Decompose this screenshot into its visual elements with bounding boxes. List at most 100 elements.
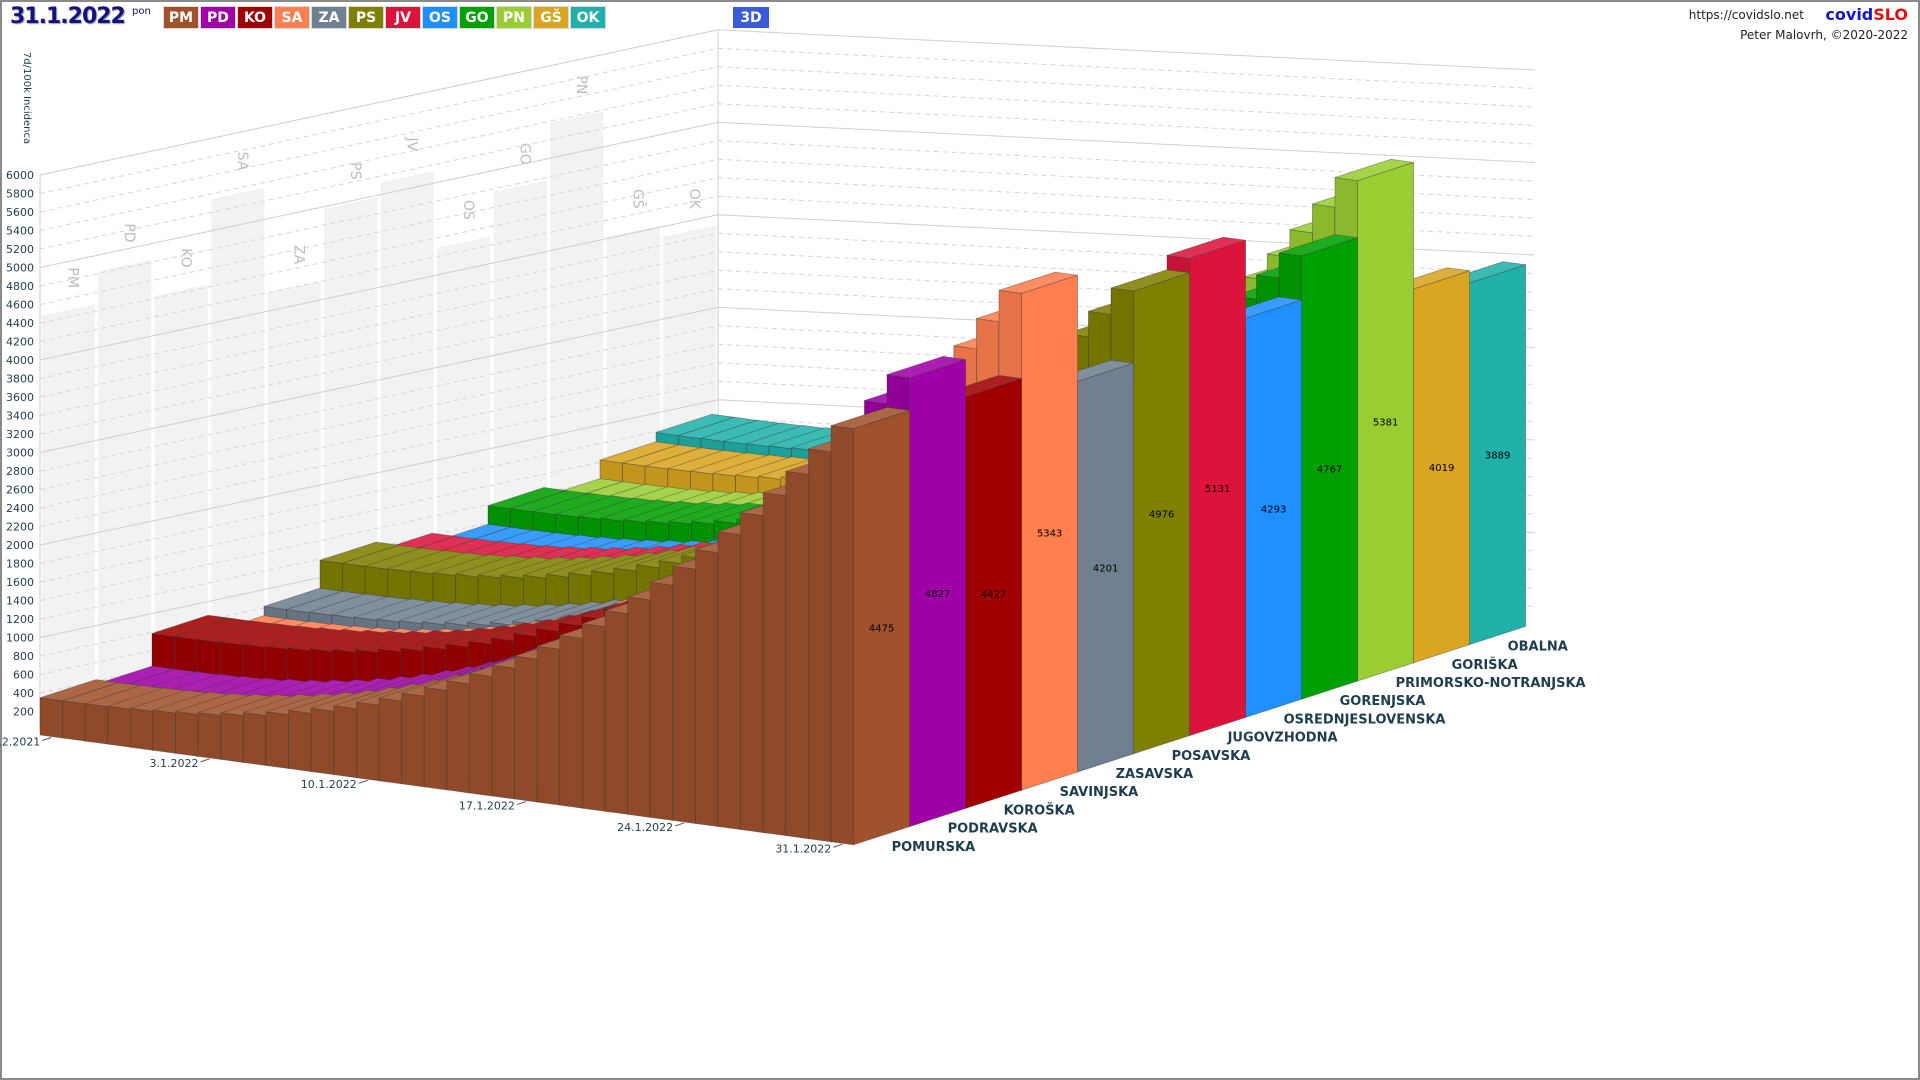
wall-region-code: GŠ	[629, 189, 647, 209]
brand-logo: covidSLO	[1825, 5, 1908, 24]
bar-side-face	[491, 664, 515, 800]
brand-slo: SLO	[1873, 5, 1908, 24]
bar-side-face	[672, 565, 696, 824]
bar-side-face	[175, 710, 199, 757]
brand-covid: covid	[1825, 5, 1874, 24]
gridline-right	[717, 140, 1536, 182]
y-tick-label: 5600	[6, 206, 34, 219]
x-tick-mark	[358, 779, 368, 784]
y-tick-label: 4400	[6, 317, 34, 330]
y-tick-label: 3600	[6, 391, 34, 404]
weekday: pon	[132, 6, 151, 17]
y-tick-label: 2800	[6, 465, 34, 478]
region-legend: PM PD KO SA ZA PS JV OS GO PN GŠ OK	[164, 7, 605, 28]
value-label: 4019	[1429, 463, 1454, 474]
wall-region-code: JV	[403, 136, 419, 151]
site-url-link[interactable]: https://covidslo.net	[1688, 8, 1804, 22]
wall-shadow-bar-za	[267, 281, 321, 682]
y-tick-label: 2200	[6, 521, 34, 534]
bar-side-face	[536, 645, 561, 806]
y-tick-label: 2400	[6, 502, 34, 515]
y-tick-label: 5400	[6, 225, 34, 238]
legend-chip-pd[interactable]: PD	[201, 7, 235, 28]
legend-chip-go[interactable]: GO	[460, 7, 494, 28]
x-tick-label: 31.1.2022	[775, 842, 831, 855]
gridline-left	[39, 177, 719, 324]
bar-side-face	[401, 692, 425, 788]
y-tick-label: 3400	[6, 410, 34, 423]
bar-side-face	[468, 672, 493, 797]
bar-side-face	[84, 703, 109, 745]
gridline-right	[717, 29, 1536, 71]
gridline-left	[39, 214, 719, 361]
gridline-left	[39, 232, 719, 379]
bar-side-face	[559, 634, 583, 809]
y-axis-label: 7d/100k Incidenca	[21, 52, 32, 144]
bar-side-face	[446, 680, 470, 794]
x-tick-label: 3.1.2022	[150, 757, 199, 770]
legend-chip-os[interactable]: OS	[423, 7, 457, 28]
y-tick-label: 1000	[6, 632, 34, 645]
wall-shadow-bar-pd	[98, 259, 152, 718]
gridline-left	[39, 29, 719, 176]
legend-chip-za[interactable]: ZA	[312, 7, 346, 28]
bar-side-face	[423, 686, 448, 791]
x-tick-mark	[42, 737, 52, 741]
y-tick-label: 200	[13, 706, 34, 719]
legend-chip-sa[interactable]: SA	[275, 7, 309, 28]
legend-chip-ok[interactable]: OK	[571, 7, 605, 28]
x-tick-label: 27.12.2021	[0, 736, 40, 749]
x-tick-label: 17.1.2022	[459, 800, 515, 813]
bar-top-face	[1110, 269, 1190, 292]
bar-side-face	[152, 709, 177, 754]
value-label: 4827	[925, 589, 950, 600]
gridline-left	[39, 251, 719, 398]
legend-chip-jv[interactable]: JV	[386, 7, 420, 28]
gridline-right	[717, 158, 1536, 200]
y-tick-label: 800	[13, 650, 34, 663]
bar-top-face	[830, 406, 910, 430]
value-label: 4293	[1261, 505, 1286, 516]
current-date: 31.1.2022	[10, 4, 126, 29]
legend-chip-ko[interactable]: KO	[238, 7, 272, 28]
gridline-right	[717, 195, 1536, 237]
value-label: 5343	[1037, 529, 1062, 540]
y-tick-label: 2000	[6, 539, 34, 552]
legend-chip-gš[interactable]: GŠ	[534, 7, 568, 28]
bar-top-face	[1278, 234, 1358, 257]
wall-shadow-bar-jv	[380, 171, 434, 657]
gridline-right	[717, 177, 1536, 219]
bar-side-face	[242, 712, 267, 766]
gridline-left	[39, 269, 719, 416]
bar-side-face	[288, 709, 312, 773]
value-label: 4475	[869, 624, 894, 635]
legend-chip-pm[interactable]: PM	[164, 7, 198, 28]
bar-side-face	[355, 701, 380, 782]
wall-region-code: KO	[177, 248, 193, 267]
y-tick-label: 400	[13, 687, 34, 700]
view-3d-button[interactable]: 3D	[733, 7, 769, 28]
region-label: POSAVSKA	[1172, 749, 1251, 764]
wall-region-code: PN	[573, 75, 589, 94]
gridline-right	[717, 84, 1536, 126]
wall-region-code: GO	[516, 143, 532, 165]
wall-region-code: SA	[234, 152, 250, 171]
bar-side-face	[762, 492, 787, 837]
bar-side-face	[808, 448, 832, 843]
gridline-left	[39, 343, 719, 490]
y-tick-label: 5200	[6, 243, 34, 256]
region-label: GORIŠKA	[1452, 657, 1518, 673]
legend-chip-ps[interactable]: PS	[349, 7, 383, 28]
bar-side-face	[649, 581, 674, 821]
author-credit: Peter Malovrh, ©2020-2022	[1740, 28, 1908, 42]
bar-top-face	[1334, 158, 1414, 182]
bar-side-face	[604, 610, 628, 815]
y-tick-label: 600	[13, 669, 34, 682]
gridline-left	[39, 306, 719, 453]
legend-chip-pn[interactable]: PN	[497, 7, 531, 28]
gridline-left	[39, 325, 719, 472]
bar-side-face	[220, 712, 244, 763]
region-label: OBALNA	[1508, 640, 1568, 655]
